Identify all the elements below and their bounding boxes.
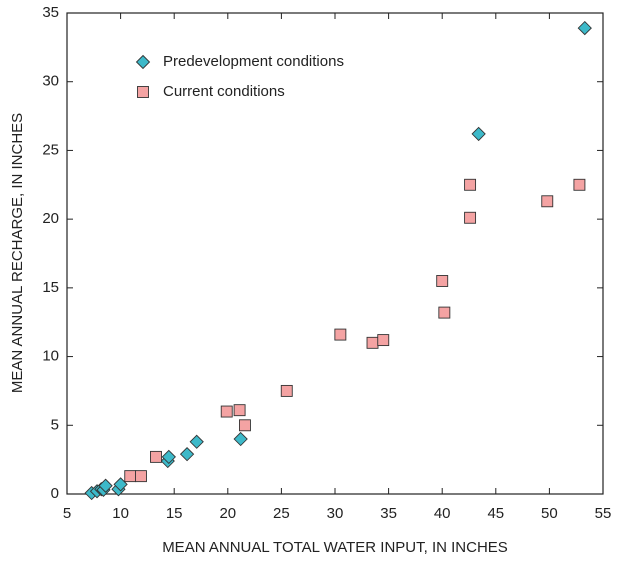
data-point xyxy=(179,447,195,462)
x-tick-label: 10 xyxy=(112,505,129,522)
x-tick-label: 25 xyxy=(273,505,290,522)
y-tick-label: 20 xyxy=(42,210,59,227)
x-axis-label: MEAN ANNUAL TOTAL WATER INPUT, IN INCHES xyxy=(162,539,508,556)
data-point xyxy=(189,434,204,449)
x-tick-label: 55 xyxy=(595,505,612,522)
data-point xyxy=(471,126,486,142)
data-point xyxy=(135,470,147,483)
x-tick-label: 45 xyxy=(487,505,504,522)
y-tick-label: 30 xyxy=(42,73,59,90)
legend-label: Current conditions xyxy=(163,83,285,100)
data-point xyxy=(573,178,586,191)
data-point xyxy=(124,470,137,483)
x-tick-label: 35 xyxy=(380,505,397,522)
data-point xyxy=(113,477,128,492)
data-point xyxy=(233,404,246,417)
data-point xyxy=(233,431,248,447)
y-tick-label: 35 xyxy=(42,4,59,21)
y-tick-label: 25 xyxy=(42,141,59,158)
data-point xyxy=(464,178,477,191)
x-tick-label: 15 xyxy=(166,505,183,522)
x-tick-label: 5 xyxy=(63,505,71,522)
y-tick-label: 10 xyxy=(42,348,59,365)
x-tick-label: 20 xyxy=(219,505,236,522)
y-tick-label: 15 xyxy=(42,279,59,296)
data-point xyxy=(541,195,554,208)
legend-marker xyxy=(137,86,149,98)
x-tick-label: 50 xyxy=(541,505,558,522)
data-point xyxy=(220,405,233,418)
data-point xyxy=(239,419,251,432)
data-point xyxy=(334,328,347,341)
x-tick-label: 40 xyxy=(434,505,451,522)
legend-label: Predevelopment conditions xyxy=(163,53,344,70)
data-point xyxy=(98,478,113,493)
legend-marker xyxy=(135,54,151,70)
y-axis-label: MEAN ANNUAL RECHARGE, IN INCHES xyxy=(9,113,26,393)
data-point xyxy=(161,449,176,465)
data-point xyxy=(150,450,162,463)
data-point xyxy=(377,334,390,347)
data-point xyxy=(436,275,449,287)
data-point xyxy=(577,20,592,36)
y-tick-label: 0 xyxy=(51,485,59,502)
y-tick-label: 5 xyxy=(51,416,59,433)
data-point xyxy=(366,336,379,349)
plot-frame xyxy=(66,12,604,495)
x-tick-label: 30 xyxy=(327,505,344,522)
data-point xyxy=(464,211,477,224)
data-point xyxy=(280,384,293,397)
data-point xyxy=(438,306,451,319)
